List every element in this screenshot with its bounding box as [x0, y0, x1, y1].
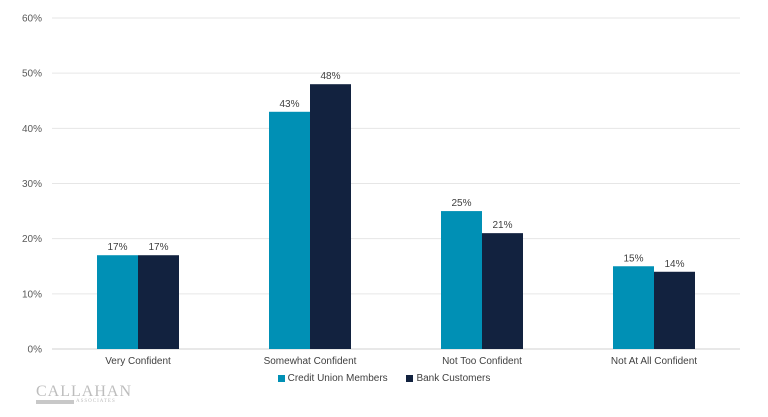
- y-tick-label: 10%: [22, 289, 42, 300]
- legend-item-bank: Bank Customers: [406, 373, 490, 384]
- legend: Credit Union Members Bank Customers: [0, 373, 768, 385]
- data-label: 15%: [623, 253, 643, 264]
- bar: [97, 255, 138, 349]
- y-tick-label: 0%: [28, 345, 43, 356]
- x-tick-label: Very Confident: [105, 356, 171, 367]
- data-label: 48%: [320, 71, 340, 82]
- data-label: 21%: [492, 220, 512, 231]
- bar: [613, 266, 654, 349]
- legend-label: Credit Union Members: [287, 373, 388, 384]
- bar: [310, 84, 351, 349]
- data-label: 25%: [451, 198, 471, 209]
- logo-sub: ASSOCIATES: [76, 399, 116, 404]
- bar: [441, 211, 482, 349]
- x-tick-label: Somewhat Confident: [264, 356, 357, 367]
- bar: [269, 111, 310, 350]
- y-tick-label: 50%: [22, 69, 42, 80]
- y-tick-label: 40%: [22, 124, 42, 135]
- y-tick-label: 30%: [22, 179, 42, 190]
- bar: [138, 255, 179, 349]
- bar: [482, 233, 523, 349]
- data-label: 43%: [279, 99, 299, 110]
- legend-swatch-credit-union: [277, 375, 285, 382]
- data-label: 17%: [107, 242, 127, 253]
- logo-bar: [36, 399, 74, 404]
- y-tick-label: 60%: [22, 14, 42, 25]
- y-tick-label: 20%: [22, 234, 42, 245]
- data-label: 17%: [148, 242, 168, 253]
- legend-label: Bank Customers: [416, 373, 491, 384]
- x-tick-label: Not At All Confident: [611, 356, 697, 367]
- legend-item-credit-union: Credit Union Members: [277, 373, 388, 384]
- x-tick-label: Not Too Confident: [442, 356, 522, 367]
- bar: [654, 271, 695, 349]
- legend-swatch-bank: [406, 375, 414, 382]
- data-label: 14%: [664, 259, 684, 270]
- callahan-logo: CALLAHAN ASSOCIATES: [36, 384, 132, 404]
- logo-name: CALLAHAN: [36, 383, 132, 400]
